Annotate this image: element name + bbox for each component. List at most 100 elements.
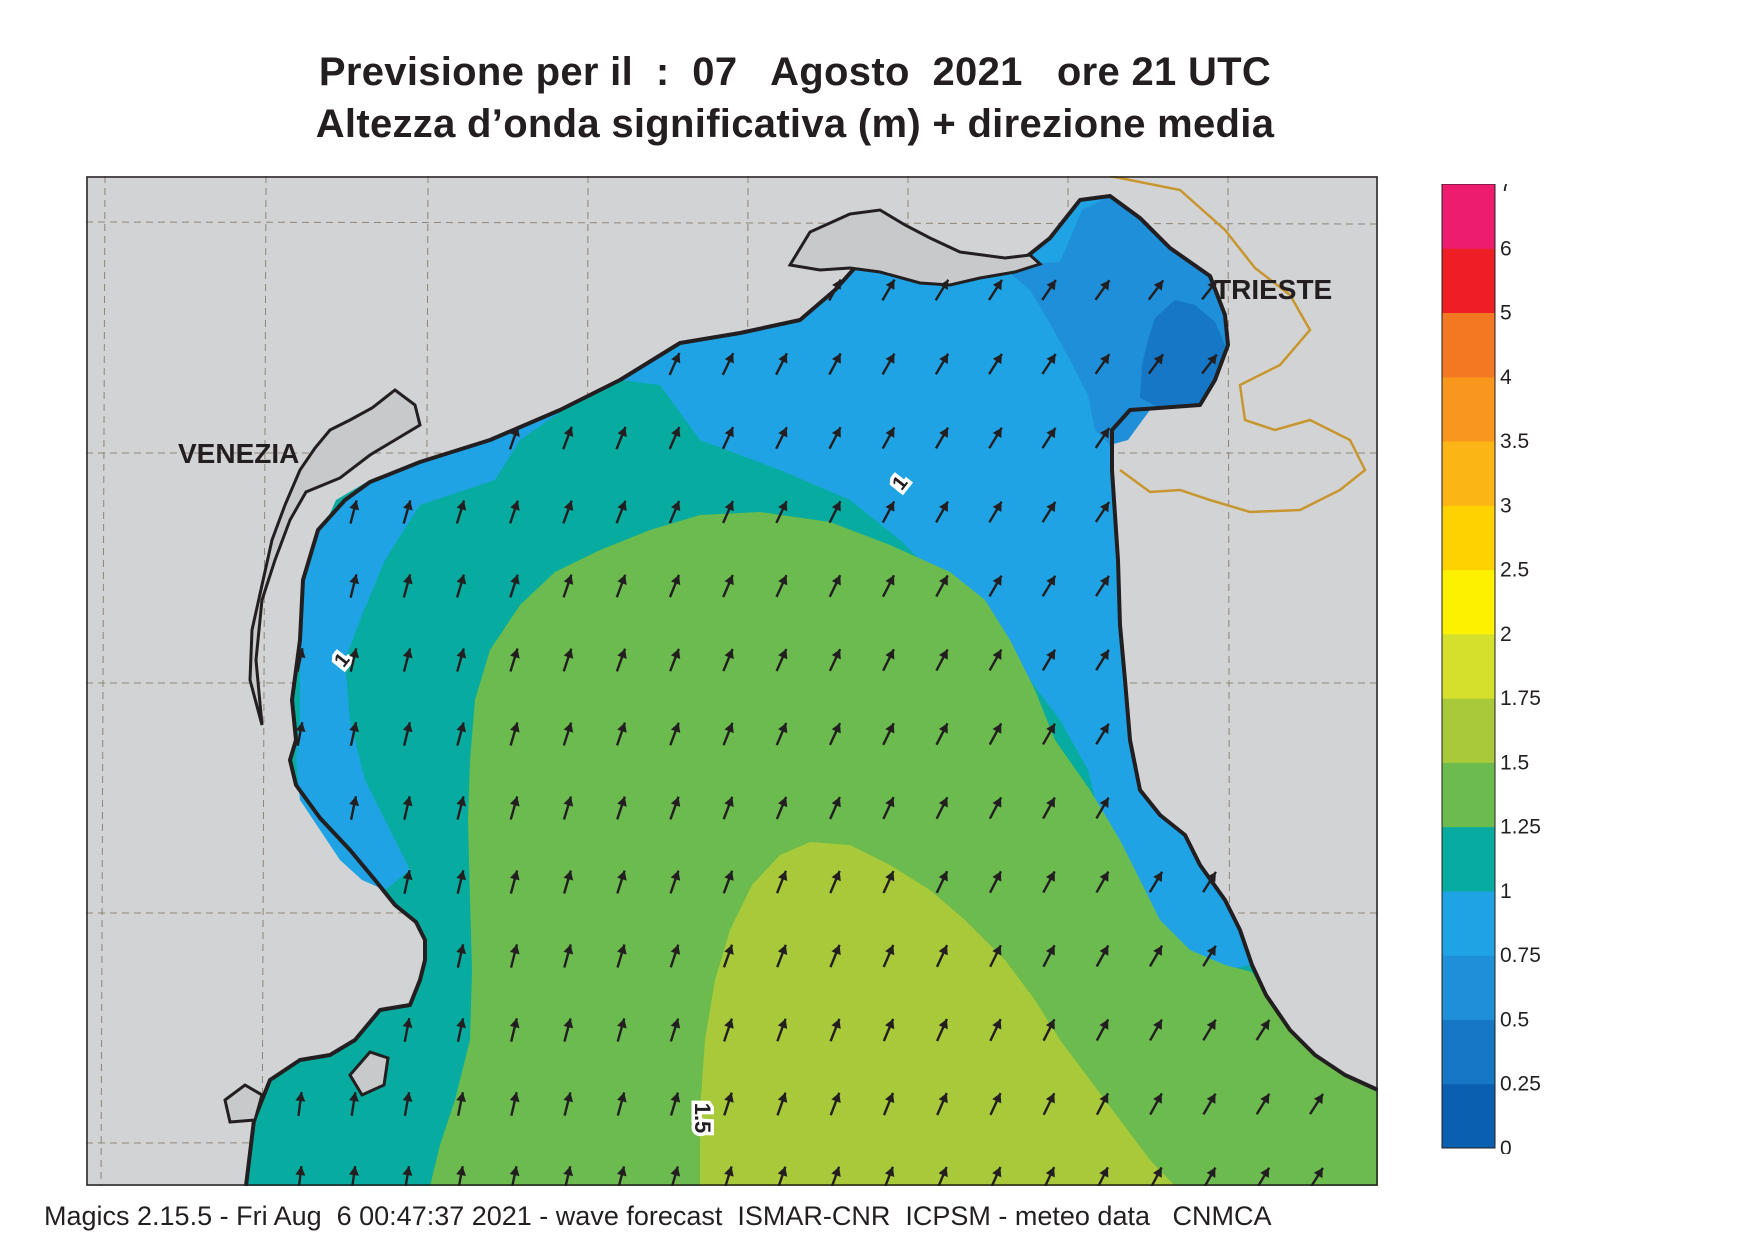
wave-arrow-head [885,723,895,734]
wave-arrow-head [938,1166,948,1178]
wave-arrow-head [563,1018,574,1029]
wave-arrow-head [777,870,788,882]
wave-arrow-head [456,796,467,807]
wave-arrow-head [1045,1093,1055,1104]
wave-arrow-head [563,722,574,733]
wave-arrow-head [885,427,895,438]
wave-arrow-head [884,1092,895,1104]
wave-arrow-head [1260,1167,1270,1178]
wave-arrow-head [617,500,627,512]
wave-arrow-head [885,944,895,956]
wave-arrow-head [938,945,948,956]
colorbar-swatch [1442,826,1495,892]
wave-arrow-head [885,1018,895,1030]
wave-arrow-head [563,796,574,807]
wave-arrow-head [456,1018,467,1029]
wave-arrow-head [1100,280,1110,291]
wave-arrow-head [456,870,467,881]
wave-arrow-head [831,1166,841,1177]
wave-arrow-head [670,574,681,586]
wave-arrow-head [724,796,734,807]
colorbar-swatch [1442,505,1495,571]
colorbar-tick-label: 3.5 [1500,430,1529,453]
wave-arrow-head [831,944,841,956]
wave-arrow-head [778,353,788,364]
band-0.25-0.5 [1140,300,1225,408]
colorbar-tick-label: 6 [1500,237,1512,260]
wave-arrow-head [938,871,948,882]
wave-arrow-head [778,649,788,660]
wave-arrow-head [1100,354,1110,365]
wave-arrow-head [349,500,360,511]
wave-arrow-head [617,426,627,438]
wave-arrow-head [456,722,467,733]
colorbar-tick-label: 3 [1500,494,1512,517]
wave-arrow-head [617,870,627,881]
band-1.25-1.5 [430,512,1378,1186]
wave-arrow-head [1099,945,1109,956]
colorbar-swatch [1442,1019,1495,1085]
wave-arrow-head [1152,1167,1162,1178]
wave-arrow-head [831,870,841,882]
wave-arrow-head [670,1166,681,1177]
wave-arrow-head [992,1019,1002,1030]
colorbar-swatch [1442,248,1495,314]
wave-arrow-head [777,1092,788,1103]
wave-arrow-head [1099,723,1109,735]
wave-arrow-head [938,1092,948,1104]
colorbar-swatch [1442,184,1495,249]
wave-arrow-head [456,574,467,585]
wave-arrow-head [349,722,360,733]
wave-arrow-head [1313,1167,1323,1179]
wave-arrow-head [510,574,520,585]
map-subtitle: Altezza d’onda significativa (m) + direz… [315,102,1275,146]
wave-arrow-head [617,796,627,807]
wave-arrow-head [402,1018,413,1028]
wave-arrow-head [509,796,520,807]
wave-arrow-head [992,797,1002,808]
wave-arrow-head [1206,945,1216,957]
map-frame [86,176,1378,1186]
wave-arrow-head [1260,1019,1270,1031]
wave-arrow-head [778,575,788,586]
wave-arrow-head [1206,871,1216,883]
wave-arrow-head [1046,649,1056,660]
wave-arrow-head [349,796,360,807]
colorbar-tick-label: 2.5 [1500,559,1529,582]
wave-arrow-head [724,1092,734,1103]
colorbar-tick-label: 0.25 [1500,1073,1541,1096]
colorbar-tick-label: 2 [1500,623,1512,646]
wave-arrow-head [939,353,949,364]
wave-arrow-head [724,870,734,881]
wave-arrow-head [1046,871,1055,882]
wave-arrow-head [778,501,788,512]
wave-arrow-head [670,1018,681,1029]
wave-arrow-head [885,279,895,290]
wave-arrow-head [617,574,627,585]
wave-arrow-head [1313,1093,1323,1105]
wave-arrow-head [670,944,681,955]
wave-arrow-head [992,279,1003,291]
wave-arrow-head [938,649,948,660]
wave-arrow-head [992,501,1002,512]
colorbar-tick-label: 7 [1500,184,1512,196]
wave-arrow-head [616,1092,627,1103]
wave-arrow-head [563,500,574,511]
wave-arrow-head [510,722,520,733]
wave-arrow-head [831,501,841,512]
wave-arrow-head [992,575,1002,586]
wave-arrow-head [992,1093,1002,1104]
wave-arrow-head [509,1018,520,1029]
wave-arrow-head [1206,1019,1216,1030]
wave-arrow-head [1045,1167,1055,1178]
wave-arrow-head [832,353,841,364]
wave-arrow-head [724,501,734,512]
wave-arrow-head [563,574,574,585]
wave-arrow-head [1153,1019,1162,1030]
wave-arrow-head [402,574,413,585]
colorbar-legend: 0 0.25 0.5 0.75 1 1.25 1.5 1.75 2 2.5 3 3.5 4 5 6 7 [1441,184,1541,1154]
wave-direction-arrows [295,278,1325,1186]
wave-arrow-head [1153,945,1163,956]
wave-arrow-head [671,500,681,512]
wave-arrow-head [1207,354,1217,365]
